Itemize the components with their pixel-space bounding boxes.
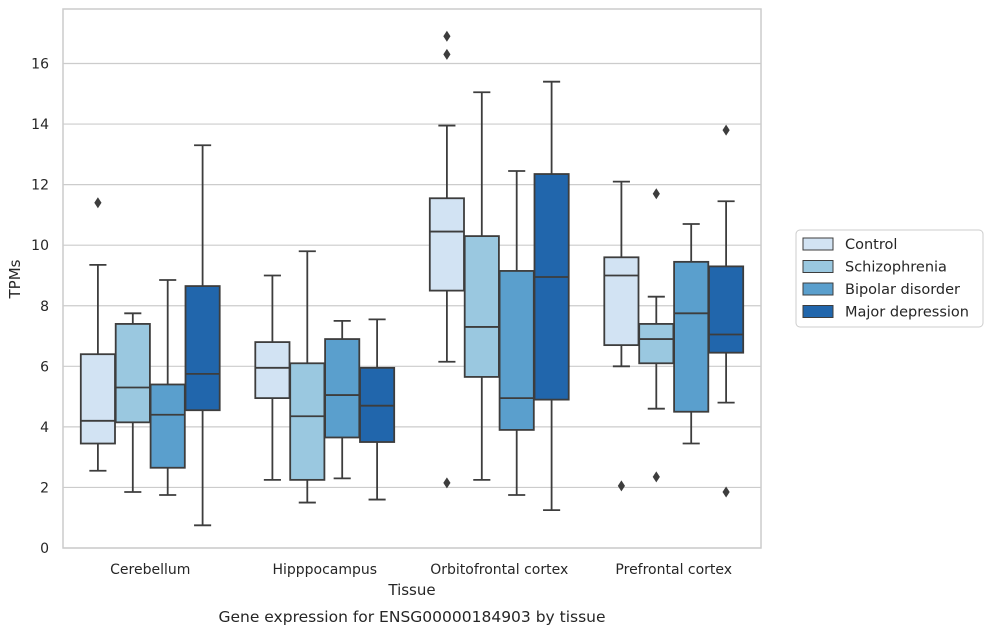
box-schizophrenia: [289, 250, 326, 504]
box-iqr: [184, 285, 221, 412]
box-schizophrenia: [114, 312, 151, 493]
box-iqr: [254, 341, 291, 400]
outlier-point: [443, 30, 451, 42]
outlier-point: [722, 486, 730, 498]
x-tick-label: Prefrontal cortex: [615, 562, 732, 578]
outlier-point: [443, 477, 451, 489]
legend-frame: [795, 229, 984, 328]
legend-label: Schizophrenia: [845, 260, 947, 276]
y-tick-label: 8: [40, 299, 49, 315]
box-iqr: [463, 235, 500, 378]
box-major-depression: [184, 144, 221, 527]
box-iqr: [498, 270, 535, 431]
y-tick-label: 4: [40, 420, 49, 436]
x-tick-label: Hipppocampus: [272, 562, 377, 578]
box-major-depression: [359, 318, 396, 501]
box-iqr: [603, 256, 640, 347]
outlier-point: [652, 471, 660, 483]
y-axis-title: TPMs: [6, 259, 24, 299]
box-iqr: [79, 353, 116, 445]
box-major-depression: [708, 124, 745, 498]
box-control: [79, 197, 116, 472]
box-major-depression: [533, 80, 570, 512]
outlier-point: [722, 124, 730, 136]
x-tick-label: Orbitofrontal cortex: [430, 562, 568, 578]
outlier-point: [617, 480, 625, 492]
legend-label: Major depression: [845, 305, 969, 321]
box-iqr: [673, 260, 710, 413]
legend-swatch: [802, 282, 834, 296]
y-tick-label: 6: [40, 359, 49, 375]
y-tick-label: 0: [40, 541, 49, 557]
y-tick-label: 2: [40, 480, 49, 496]
box-iqr: [114, 323, 151, 424]
plot-frame: [62, 8, 762, 549]
box-iqr: [533, 173, 570, 401]
y-tick-label: 12: [31, 178, 49, 194]
x-axis-ticks: Cerebellum Hipppocampus Orbitofrontal cort…: [110, 562, 732, 578]
outlier-point: [652, 188, 660, 200]
y-tick-label: 16: [31, 57, 49, 73]
box-schizophrenia: [638, 188, 675, 483]
legend-label: Bipolar disorder: [845, 282, 960, 298]
box-bipolar-disorder: [498, 170, 535, 496]
y-tick-label: 10: [31, 238, 49, 254]
legend-swatch: [802, 260, 834, 273]
x-tick-label: Cerebellum: [110, 562, 190, 578]
chart-caption: Gene expression for ENSG00000184903 by t…: [218, 608, 605, 626]
box-iqr: [428, 197, 465, 292]
outlier-point: [443, 48, 451, 60]
legend-swatch: [802, 237, 834, 251]
box-iqr: [708, 265, 745, 354]
legend: Control Schizophrenia Bipolar disorder Majo…: [795, 229, 984, 328]
legend-label: Control: [845, 237, 897, 253]
box-iqr: [289, 362, 326, 481]
outlier-point: [94, 197, 102, 209]
y-tick-label: 14: [31, 117, 49, 133]
boxes: [79, 30, 745, 527]
x-axis-title: Tissue: [387, 581, 435, 599]
box-iqr: [149, 383, 186, 469]
y-axis-ticks: 0 2 4 6 8 10 12 14 16: [31, 57, 49, 557]
box-control: [603, 180, 640, 492]
box-iqr: [638, 323, 675, 365]
box-bipolar-disorder: [149, 279, 186, 496]
box-iqr: [324, 338, 361, 439]
box-bipolar-disorder: [673, 223, 710, 445]
box-bipolar-disorder: [324, 319, 361, 480]
legend-swatch: [802, 305, 834, 318]
